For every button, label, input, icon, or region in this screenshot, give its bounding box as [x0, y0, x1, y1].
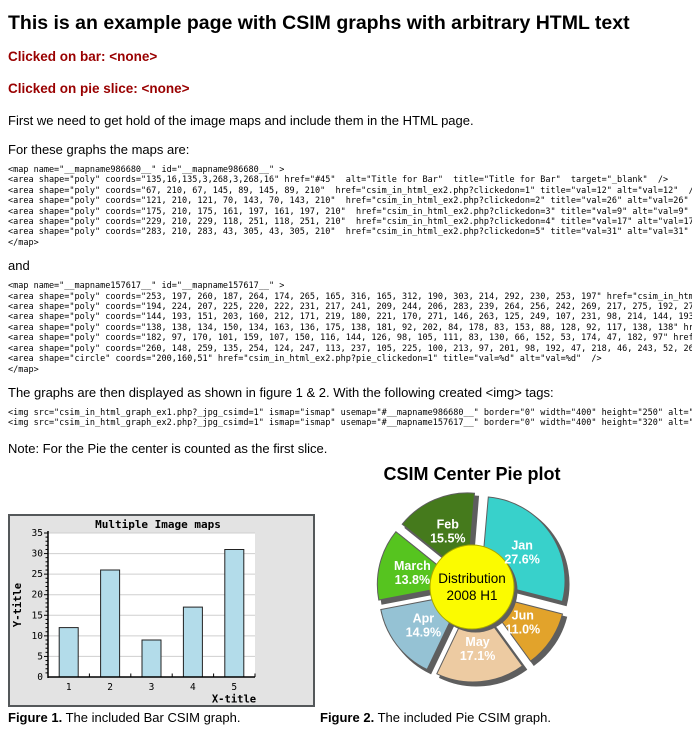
pie-slice-may[interactable] — [436, 596, 524, 683]
figure1-text: The included Bar CSIM graph. — [62, 709, 241, 725]
y-tick-label: 5 — [37, 651, 43, 662]
clicked-on-pie-status: Clicked on pie slice: <none> — [8, 81, 190, 96]
x-tick-label: 3 — [149, 682, 155, 693]
y-tick-label: 20 — [32, 589, 44, 600]
note-text: Note: For the Pie the center is counted … — [8, 440, 328, 456]
img-tags-code-block: <img src="csim_in_html_graph_ex1.php?_jp… — [8, 407, 692, 429]
pie-chart-svg: Distribution 2008 H1 Jan 27.6% Jun 11.0% May 17… — [376, 492, 570, 687]
x-tick-label: 1 — [66, 682, 72, 693]
figure2-caption: Figure 2. The included Pie CSIM graph. — [320, 710, 551, 725]
y-tick-label: 25 — [32, 569, 43, 580]
pie-chart-figure: Distribution 2008 H1 Jan 27.6% Jun 11.0% May 17… — [302, 490, 642, 698]
pie-label-jan: Jan 27.6% — [504, 538, 539, 566]
y-tick-label: 0 — [37, 672, 43, 683]
bar-chart-svg: 1 2 3 4 5 0 5 10 15 20 25 30 35 Multiple Image maps Y-… — [8, 513, 315, 707]
pie-label-jun: Jun 11.0% — [505, 608, 540, 636]
figures-intro-text: The graphs are then displayed as shown i… — [8, 384, 554, 400]
x-tick-label: 5 — [231, 682, 237, 693]
pie-label-march: March 13.8% — [394, 559, 431, 587]
bar-5[interactable] — [224, 548, 245, 678]
y-tick-label: 10 — [32, 631, 44, 642]
bar-1[interactable] — [58, 626, 79, 678]
figure2-label: Figure 2. — [320, 709, 375, 725]
y-tick-label: 15 — [32, 610, 43, 621]
figure1-caption: Figure 1. The included Bar CSIM graph. — [8, 710, 240, 725]
pie-center-label: Distribution 2008 H1 — [438, 571, 506, 603]
y-axis-title: Y-title — [12, 583, 24, 627]
clicked-on-bar-status: Clicked on bar: <none> — [8, 49, 158, 64]
bar-2[interactable] — [100, 569, 121, 678]
y-tick-label: 30 — [32, 548, 44, 559]
figures-area: CSIM Center Pie plot Distribution 2008 H1… — [8, 456, 692, 731]
pie-label-feb: Feb 15.5% — [430, 517, 465, 545]
x-axis-title: X-title — [212, 693, 256, 705]
y-tick-label: 35 — [32, 528, 43, 539]
figure1-label: Figure 1. — [8, 709, 63, 725]
map1-code-block: <map name="__mapname986680__" id="__mapn… — [8, 165, 692, 248]
x-tick-label: 4 — [190, 682, 196, 693]
map2-code-block: <map name="__mapname157617__" id="__mapn… — [8, 281, 692, 375]
page-title: This is an example page with CSIM graphs… — [8, 12, 630, 34]
bar-3[interactable] — [141, 639, 162, 678]
pie-label-apr: Apr 14.9% — [406, 611, 441, 639]
intro-text: First we need to get hold of the image m… — [8, 113, 474, 128]
pie-center-circle[interactable] — [429, 544, 515, 630]
maps-intro-text: For these graphs the maps are: — [8, 142, 190, 157]
x-tick-label: 2 — [107, 682, 113, 693]
pie-label-may: May 17.1% — [460, 635, 495, 663]
bar-4[interactable] — [182, 606, 203, 678]
bar-chart-title[interactable]: Multiple Image maps — [95, 518, 221, 531]
bar-chart-figure: 1 2 3 4 5 0 5 10 15 20 25 30 35 Multiple Image maps Y-… — [8, 513, 315, 710]
figure2-text: The included Pie CSIM graph. — [374, 709, 551, 725]
pie-chart-title: CSIM Center Pie plot — [383, 463, 561, 484]
and-text: and — [8, 258, 30, 274]
